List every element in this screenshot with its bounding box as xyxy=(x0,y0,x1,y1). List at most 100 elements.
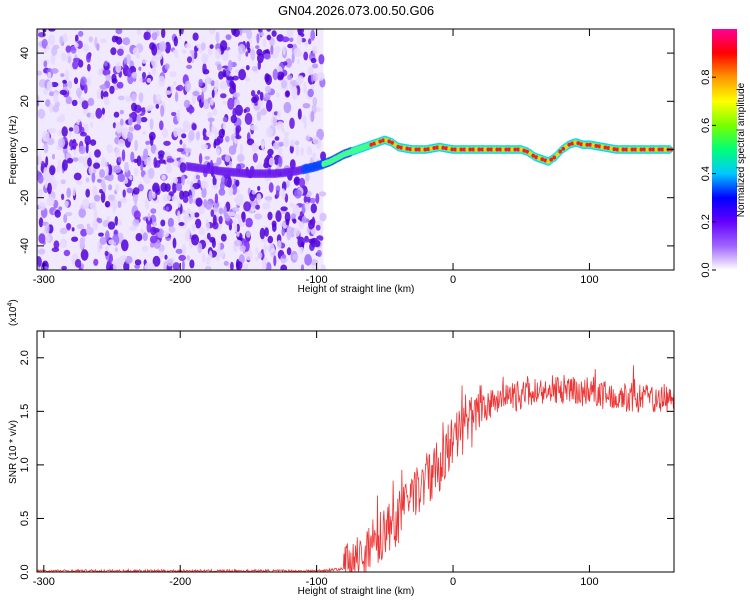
noise-blob xyxy=(150,29,156,33)
noise-blob xyxy=(301,115,307,124)
noise-blob xyxy=(296,35,303,45)
noise-blob xyxy=(250,48,256,61)
track-core xyxy=(552,155,556,160)
noise-blob xyxy=(105,74,112,82)
track-core xyxy=(483,147,488,152)
noise-blob xyxy=(152,227,160,233)
noise-blob xyxy=(268,182,274,193)
noise-blob xyxy=(216,64,222,71)
noise-blob xyxy=(229,80,235,88)
noise-blob xyxy=(233,29,240,37)
track-core xyxy=(495,147,500,152)
noise-blob xyxy=(312,45,318,56)
noise-blob xyxy=(48,29,56,32)
noise-blob xyxy=(121,239,129,252)
colorbar-tick-label: 0.6 xyxy=(700,118,712,133)
noise-blob xyxy=(259,227,266,240)
noise-blob xyxy=(143,148,149,160)
noise-blob xyxy=(178,222,185,226)
noise-blob xyxy=(232,107,237,118)
track-core xyxy=(420,147,425,152)
noise-blob xyxy=(202,63,207,75)
track-core xyxy=(390,140,395,145)
noise-blob xyxy=(87,52,91,60)
noise-blob xyxy=(100,38,107,44)
noise-blob xyxy=(93,194,101,202)
noise-blob xyxy=(224,135,230,143)
noise-blob xyxy=(78,145,86,155)
noise-blob xyxy=(53,240,60,249)
noise-blob xyxy=(66,187,71,198)
noise-blob xyxy=(59,238,68,249)
noise-blob xyxy=(219,252,225,258)
snr-multiplier-exponent: 4 xyxy=(7,303,14,307)
noise-blob xyxy=(246,41,250,50)
noise-blob xyxy=(93,258,99,266)
noise-blob xyxy=(172,182,177,194)
noise-blob xyxy=(277,240,282,250)
noise-blob xyxy=(41,38,48,49)
noise-blob xyxy=(37,94,40,103)
track-core xyxy=(663,147,668,152)
track-core xyxy=(630,147,635,152)
noise-blob xyxy=(108,239,115,245)
noise-blob xyxy=(263,256,268,265)
noise-blob xyxy=(127,130,133,143)
noise-blob xyxy=(99,189,103,194)
track-core xyxy=(642,147,647,152)
noise-blob xyxy=(196,43,202,49)
noise-blob xyxy=(145,140,151,145)
track-core xyxy=(384,138,389,143)
noise-blob xyxy=(76,223,85,230)
noise-blob xyxy=(210,98,214,106)
noise-blob xyxy=(164,90,172,95)
noise-blob xyxy=(235,258,240,270)
noise-blob xyxy=(182,120,190,131)
noise-blob xyxy=(205,131,212,136)
noise-blob xyxy=(93,208,98,220)
noise-blob xyxy=(104,200,111,208)
track-core xyxy=(543,158,547,163)
track-core xyxy=(573,140,577,145)
noise-blob xyxy=(153,93,157,105)
track-core xyxy=(615,147,620,152)
track-core xyxy=(594,143,599,148)
noise-blob xyxy=(96,88,102,100)
track-core xyxy=(660,147,665,152)
noise-blob xyxy=(176,148,184,152)
noise-blob xyxy=(239,245,246,252)
noise-blob xyxy=(212,221,219,230)
noise-blob xyxy=(47,71,52,79)
noise-blob xyxy=(191,234,200,246)
noise-blob xyxy=(90,139,97,146)
noise-blob xyxy=(126,187,134,194)
noise-blob xyxy=(115,29,123,35)
noise-blob xyxy=(119,109,125,115)
noise-blob xyxy=(300,147,305,157)
noise-blob xyxy=(152,191,156,199)
noise-blob xyxy=(206,75,210,85)
colorbar-ticks: 0.0 0.2 0.4 0.6 0.8 xyxy=(700,70,716,278)
noise-blob xyxy=(107,164,113,176)
noise-blob xyxy=(150,208,157,214)
noise-blob xyxy=(204,265,212,270)
noise-blob xyxy=(176,127,183,138)
track-core xyxy=(468,147,473,152)
noise-blob xyxy=(310,83,315,91)
noise-blob xyxy=(60,73,65,78)
noise-blob xyxy=(305,173,310,182)
noise-blob xyxy=(37,101,40,107)
noise-blob xyxy=(182,190,190,198)
noise-blob xyxy=(284,193,289,203)
colorbar-label: Normalized spectral amplitude xyxy=(736,82,747,217)
noise-blob xyxy=(44,181,48,189)
noise-blob xyxy=(120,197,128,204)
noise-blob xyxy=(246,230,251,238)
noise-blob xyxy=(121,149,126,162)
noise-blob xyxy=(195,174,201,180)
noise-blob xyxy=(265,245,270,250)
noise-blob xyxy=(181,133,187,139)
track-core xyxy=(558,149,562,154)
noise-blob xyxy=(96,43,100,51)
